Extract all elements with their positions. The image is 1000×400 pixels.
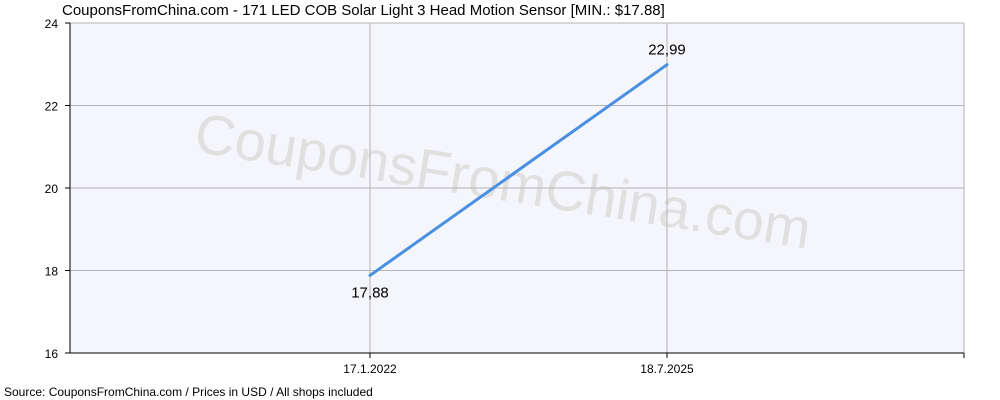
price-line: [368, 63, 669, 277]
axes: [65, 22, 965, 358]
data-label: 17,88: [351, 284, 389, 301]
x-tick-label: 17.1.2022: [343, 362, 397, 376]
y-tick-label: 16: [45, 347, 59, 361]
y-tick-label: 22: [45, 100, 59, 114]
data-label: 22,99: [648, 42, 686, 59]
y-tick-label: 24: [45, 17, 59, 31]
x-tick-label: 18.7.2025: [640, 362, 694, 376]
data-labels: 17,88 22,99: [351, 42, 686, 302]
chart-title: CouponsFromChina.com - 171 LED COB Solar…: [62, 2, 665, 19]
source-footnote: Source: CouponsFromChina.com / Prices in…: [4, 385, 373, 399]
y-tick-label: 20: [45, 182, 59, 196]
y-tick-label: 18: [45, 265, 59, 279]
series-lines: [368, 63, 669, 277]
tick-labels: 16 18 20 22 24 17.1.2022 18.7.2025: [45, 17, 694, 376]
